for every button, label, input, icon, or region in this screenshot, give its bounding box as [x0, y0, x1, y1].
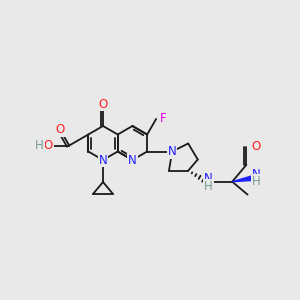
Text: N: N — [99, 154, 107, 166]
Text: O: O — [56, 123, 65, 136]
Polygon shape — [232, 176, 254, 182]
Text: H: H — [204, 180, 213, 193]
Text: N: N — [251, 168, 260, 182]
Text: F: F — [160, 112, 167, 125]
Text: N: N — [204, 172, 213, 185]
Text: N: N — [128, 154, 137, 166]
Text: H: H — [251, 176, 260, 188]
Text: O: O — [251, 140, 261, 153]
Text: O: O — [44, 139, 53, 152]
Text: N: N — [168, 145, 176, 158]
Text: H: H — [35, 139, 44, 152]
Text: O: O — [98, 98, 108, 110]
